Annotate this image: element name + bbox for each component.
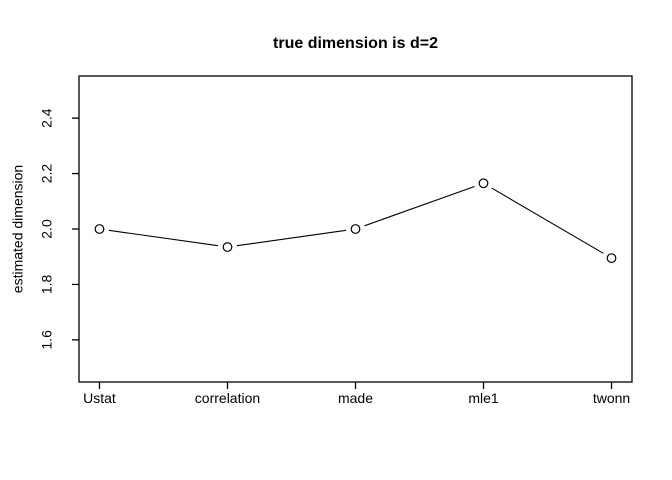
y-axis-label: estimated dimension (9, 165, 25, 293)
data-point (222, 242, 233, 252)
y-tick-label: 1.8 (38, 274, 54, 294)
plot-area: 1.6 1.8 2.0 2.2 2.4 Ustat correlation made mle1 t… (38, 75, 633, 406)
series-segment (491, 187, 604, 254)
series-segment (108, 229, 219, 247)
y-tick-label: 1.6 (38, 330, 54, 350)
data-point (478, 178, 489, 189)
data-point (350, 224, 361, 234)
x-tick-label: mle1 (468, 390, 499, 406)
x-tick-label: correlation (195, 390, 260, 406)
x-tick-label: twonn (593, 390, 630, 406)
y-tick-label: 2.4 (38, 108, 54, 128)
data-point (94, 224, 105, 234)
chart-title: true dimension is d=2 (273, 35, 438, 52)
x-tick-label: Ustat (83, 390, 116, 406)
y-tick-label: 2.0 (38, 219, 54, 239)
data-point (606, 253, 617, 264)
x-tick-label: made (338, 390, 373, 406)
y-tick-label: 2.2 (38, 164, 54, 184)
series-segment (236, 229, 347, 247)
series-segment (364, 185, 475, 227)
